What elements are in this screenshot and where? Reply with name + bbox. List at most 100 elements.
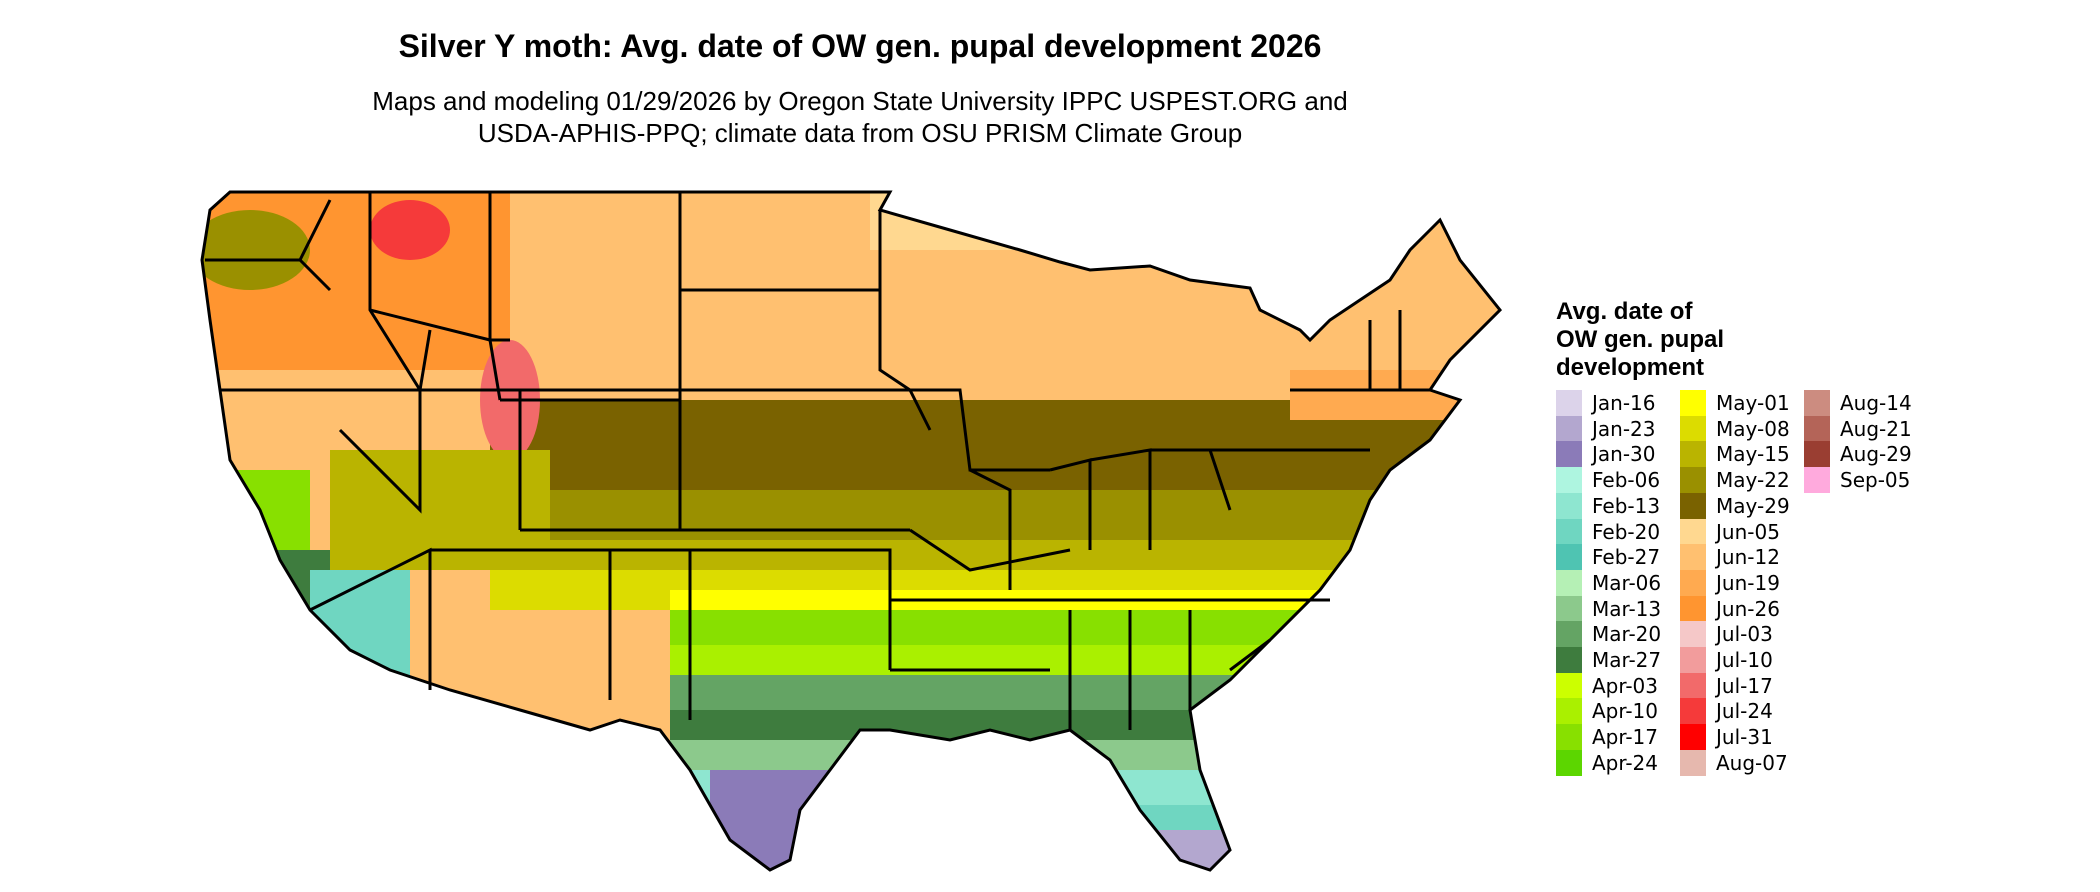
legend-label: Apr-10 [1592, 699, 1658, 724]
map-subtitle-line2: USDA-APHIS-PPQ; climate data from OSU PR… [477, 118, 1243, 148]
legend-swatch [1680, 544, 1706, 571]
legend-item: May-15 [1680, 441, 1790, 468]
legend-title: Avg. date of OW gen. pupal development [1556, 298, 1724, 382]
legend-label: Jul-03 [1716, 622, 1773, 647]
legend-label: Jun-26 [1716, 596, 1780, 621]
legend-label: Aug-14 [1840, 391, 1912, 415]
legend-item: Mar-27 [1556, 647, 1661, 673]
legend-swatch [1556, 672, 1582, 699]
legend-label: Aug-29 [1840, 442, 1912, 467]
legend-title-line1: Avg. date of [1556, 298, 1693, 325]
legend-swatch [1680, 415, 1706, 442]
legend-swatch [1556, 724, 1582, 751]
legend-swatch [1680, 672, 1706, 699]
legend-swatch [1680, 467, 1706, 494]
legend-swatch [1680, 647, 1706, 673]
legend-label: Feb-13 [1592, 493, 1661, 518]
legend-swatch [1556, 492, 1582, 519]
legend-item: Feb-06 [1556, 467, 1661, 494]
us-map [200, 190, 1503, 872]
legend-item: Apr-24 [1556, 749, 1658, 776]
legend-title-line3: development [1556, 354, 1705, 381]
legend-swatch [1680, 390, 1706, 416]
legend-item: Apr-03 [1556, 672, 1658, 699]
legend-item: Jan-16 [1556, 390, 1656, 416]
legend-item: Mar-13 [1556, 595, 1662, 622]
legend-item: Jun-19 [1680, 569, 1780, 596]
legend-label: Aug-07 [1716, 750, 1788, 775]
legend-swatch [1804, 441, 1830, 468]
legend-label: Jan-23 [1592, 416, 1656, 441]
legend-item: Feb-13 [1556, 492, 1661, 519]
legend-swatch [1556, 569, 1582, 596]
legend-label: Jul-10 [1716, 648, 1773, 672]
legend-label: Feb-06 [1592, 468, 1661, 493]
legend-label: Mar-13 [1592, 596, 1662, 621]
legend-item: May-29 [1680, 492, 1790, 519]
legend-label: Feb-20 [1592, 519, 1661, 544]
legend-swatch [1556, 621, 1582, 648]
legend-label: Mar-20 [1592, 622, 1662, 647]
legend-swatch [1804, 390, 1830, 416]
legend-item: Feb-27 [1556, 544, 1661, 571]
legend-swatch [1680, 492, 1706, 519]
legend-swatch [1680, 518, 1706, 545]
legend-label: Apr-24 [1592, 750, 1658, 775]
legend-swatch [1680, 569, 1706, 596]
legend-item: Jun-12 [1680, 544, 1780, 571]
legend-label: Jul-24 [1716, 699, 1773, 724]
legend-swatch [1804, 415, 1830, 442]
legend-swatch [1556, 544, 1582, 571]
legend-item: Aug-14 [1804, 390, 1912, 416]
legend-label: Mar-06 [1592, 570, 1662, 595]
legend-swatch [1556, 467, 1582, 494]
legend-label: Aug-21 [1840, 416, 1912, 441]
legend-item: Sep-05 [1804, 467, 1911, 494]
legend-swatch [1680, 595, 1706, 622]
map-title: Silver Y moth: Avg. date of OW gen. pupa… [398, 28, 1322, 64]
legend-item: Aug-29 [1804, 441, 1912, 468]
legend-label: May-01 [1716, 391, 1790, 415]
legend-item: May-08 [1680, 415, 1790, 442]
legend-label: Mar-27 [1592, 648, 1662, 672]
legend-swatch [1556, 647, 1582, 673]
legend-title-line2: OW gen. pupal [1556, 326, 1724, 353]
legend-label: Sep-05 [1840, 468, 1911, 493]
legend-label: Jan-16 [1592, 391, 1656, 415]
legend-label: May-15 [1716, 442, 1790, 467]
legend-swatch [1556, 415, 1582, 442]
legend-item: Apr-17 [1556, 724, 1658, 751]
legend-label: Jul-31 [1716, 725, 1773, 750]
legend-label: Apr-17 [1592, 725, 1658, 750]
legend-item: May-01 [1680, 390, 1790, 416]
legend-label: May-29 [1716, 493, 1790, 518]
legend-swatch [1556, 698, 1582, 725]
legend-item: Jun-26 [1680, 595, 1780, 622]
legend-swatch [1556, 441, 1582, 468]
legend-item: Aug-07 [1680, 749, 1788, 776]
legend-swatch [1680, 749, 1706, 776]
legend-swatch [1680, 698, 1706, 725]
legend-swatch [1556, 749, 1582, 776]
legend-item: Aug-21 [1804, 415, 1912, 442]
legend-label: Apr-03 [1592, 673, 1658, 698]
legend-swatch [1556, 595, 1582, 622]
map-subtitle-line1: Maps and modeling 01/29/2026 by Oregon S… [372, 86, 1348, 116]
legend-label: Jun-12 [1716, 545, 1780, 570]
legend-item: Jul-31 [1680, 724, 1773, 751]
legend-item: Jul-10 [1680, 647, 1773, 673]
legend-item: May-22 [1680, 467, 1790, 494]
legend-item: Jan-30 [1556, 441, 1656, 468]
legend-swatch [1680, 441, 1706, 468]
legend-swatch [1680, 621, 1706, 648]
legend-swatch [1680, 724, 1706, 751]
legend-item: Jul-03 [1680, 621, 1773, 648]
legend-item: Jul-24 [1680, 698, 1773, 725]
legend-label: Feb-27 [1592, 545, 1661, 570]
legend-label: May-08 [1716, 416, 1790, 441]
us-outline [200, 190, 1503, 872]
legend-item: Mar-20 [1556, 621, 1662, 648]
legend-item: Jun-05 [1680, 518, 1780, 545]
legend: Jan-16 Jan-23 Jan-30 Feb-06 Feb-13 Feb-20 Feb-… [1556, 390, 1976, 790]
